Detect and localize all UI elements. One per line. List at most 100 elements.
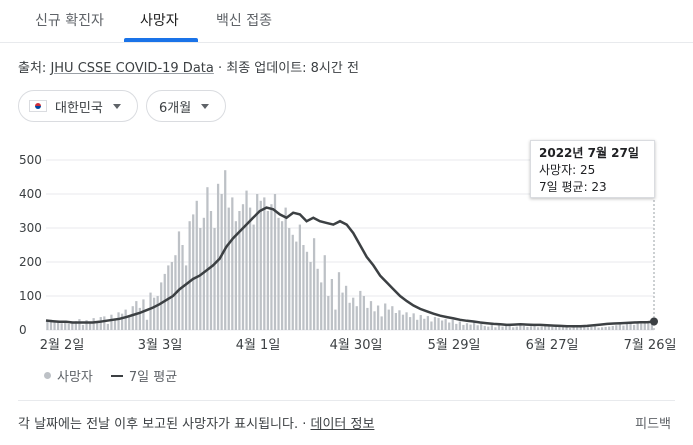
period-label: 6개월	[159, 100, 192, 116]
death-bar	[586, 327, 589, 330]
death-bar	[401, 314, 405, 330]
death-bar	[309, 262, 312, 330]
line-legend-swatch	[110, 374, 123, 377]
death-bar	[522, 325, 525, 330]
footer-note: 각 날짜에는 전날 이후 보고된 사망자가 표시됩니다. · 데이터 정보	[18, 413, 374, 432]
death-bar	[245, 190, 248, 330]
death-bar	[490, 323, 493, 330]
source-link[interactable]: JHU CSSE COVID-19 Data	[50, 61, 214, 76]
death-bar	[312, 238, 316, 330]
death-bar	[238, 211, 241, 330]
death-bar	[540, 326, 543, 330]
feedback-link[interactable]: 피드백	[635, 417, 671, 432]
period-dropdown[interactable]: 6개월	[146, 90, 226, 122]
active-tab-indicator	[124, 38, 198, 42]
death-bar	[71, 321, 74, 330]
death-bar	[565, 327, 568, 330]
death-bar	[536, 327, 540, 330]
death-bar	[46, 321, 49, 330]
chevron-down-icon	[112, 103, 121, 109]
y-tick-label: 0	[19, 323, 27, 337]
death-bar	[462, 324, 465, 330]
death-bar	[206, 187, 209, 330]
death-bar	[487, 326, 490, 330]
death-bar	[465, 323, 469, 330]
death-bar	[259, 200, 262, 330]
death-bar	[348, 302, 351, 330]
death-bar	[444, 319, 447, 330]
death-bar	[469, 324, 472, 330]
death-bar	[497, 324, 501, 330]
death-bar	[455, 323, 458, 330]
country-dropdown[interactable]: 대한민국	[18, 90, 138, 122]
death-bar	[142, 299, 145, 330]
death-bar	[597, 327, 600, 330]
death-bar	[64, 320, 67, 330]
death-bar	[355, 306, 358, 330]
death-bar	[188, 221, 191, 330]
death-bar	[547, 325, 550, 330]
tooltip-date: 2022년 7월 27일	[539, 146, 639, 160]
death-bar	[273, 194, 277, 330]
death-bar	[216, 183, 220, 330]
avg-line-series	[45, 206, 655, 328]
x-tick-label: 5월 29일	[428, 338, 481, 353]
y-tick-label: 200	[19, 255, 42, 269]
death-bar	[391, 306, 394, 330]
death-bar	[256, 194, 259, 330]
death-bar	[433, 317, 437, 330]
tab-deaths[interactable]: 사망자	[140, 13, 179, 29]
death-bar	[369, 301, 373, 330]
death-bar	[327, 296, 330, 330]
death-bar	[568, 327, 572, 330]
y-tick-label: 300	[19, 221, 42, 235]
chevron-down-icon	[201, 103, 210, 109]
death-bar	[636, 322, 639, 330]
death-bar	[387, 309, 390, 330]
tab-new-cases[interactable]: 신규 확진자	[35, 13, 104, 29]
x-tick-label: 6월 27일	[526, 338, 579, 353]
death-bar	[558, 325, 561, 330]
death-bar	[398, 310, 401, 330]
death-bar	[270, 204, 273, 330]
death-bar	[78, 319, 81, 330]
deaths-chart[interactable]: 500 400 300 200 100 0 2월 2일 3월 3일 4월 1일 4월 30일 5월…	[0, 0, 693, 360]
death-bar	[504, 325, 508, 330]
death-bar	[252, 224, 255, 330]
korea-flag-icon	[29, 100, 47, 112]
death-bar	[92, 318, 95, 330]
death-bar	[227, 207, 230, 330]
tab-vaccination[interactable]: 백신 접종	[216, 13, 272, 29]
death-bar	[277, 217, 280, 330]
death-bar	[320, 282, 323, 330]
y-tick-label: 100	[19, 289, 42, 303]
death-bar	[96, 322, 99, 330]
death-bar	[56, 322, 60, 330]
death-bar	[362, 296, 365, 330]
death-bar	[647, 322, 650, 330]
death-bar	[380, 316, 383, 330]
death-bar	[544, 325, 547, 330]
x-tick-label: 4월 1일	[236, 338, 281, 353]
death-bar	[632, 324, 636, 330]
death-bar	[241, 204, 245, 330]
death-bar	[124, 309, 127, 330]
death-bar	[135, 301, 138, 330]
death-bar	[184, 265, 188, 330]
tab-bar: 신규 확진자 사망자 백신 접종	[0, 0, 693, 43]
death-bar	[128, 315, 131, 330]
death-bar	[280, 221, 284, 330]
death-bar	[284, 207, 287, 330]
death-bar	[448, 322, 451, 330]
death-bar	[405, 312, 408, 330]
death-bar	[359, 290, 362, 330]
legend-deaths: 사망자	[57, 370, 93, 385]
death-bar	[106, 323, 109, 330]
death-bar	[88, 321, 92, 330]
y-tick-label: 500	[19, 153, 42, 167]
death-bar	[199, 228, 202, 330]
death-bar	[458, 321, 461, 330]
death-bar	[615, 325, 618, 330]
data-info-link[interactable]: 데이터 정보	[310, 417, 375, 432]
chart-legend: 사망자 7일 평균	[44, 366, 177, 385]
